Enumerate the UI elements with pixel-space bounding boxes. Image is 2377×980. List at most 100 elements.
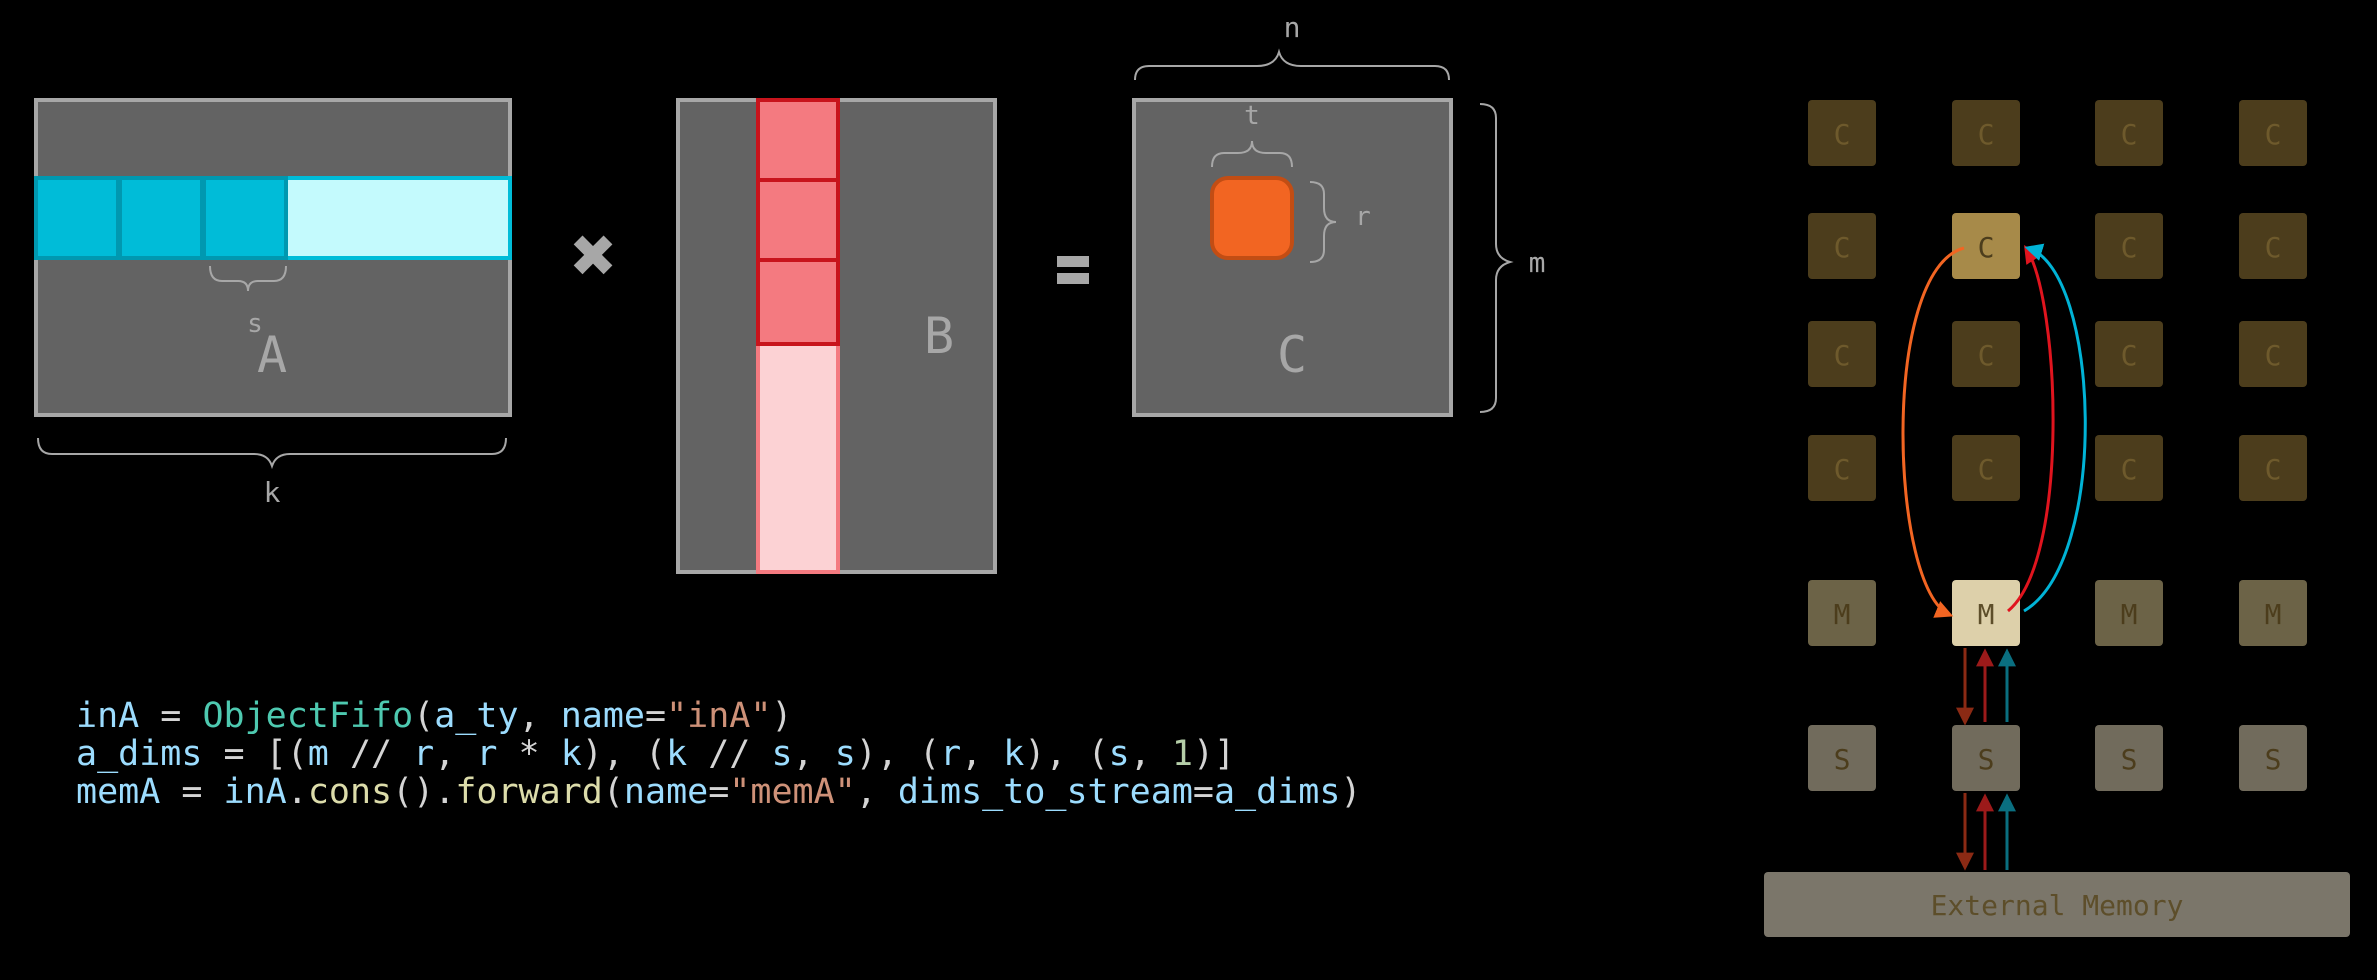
code-token: s — [1108, 734, 1130, 774]
code-token: * — [497, 734, 561, 774]
compute-tile-r3-c1: C — [1952, 435, 2020, 501]
compute-tile-label: C — [1978, 339, 1995, 372]
code-token: r — [476, 734, 498, 774]
mem-tile-label: M — [2265, 598, 2282, 631]
code-token: , — [1129, 734, 1172, 774]
compute-tile-label: C — [1834, 118, 1851, 151]
code-token: "memA" — [729, 772, 856, 812]
shim-tile-label: S — [1978, 743, 1995, 776]
code-token: dims_to_stream — [897, 772, 1193, 812]
compute-tile-r0-c0: C — [1808, 100, 1876, 166]
matrix-a-label: A — [257, 326, 287, 384]
code-line-3: memA = inA.cons().forward(name="memA", d… — [76, 773, 1362, 811]
shim-tile-box — [1808, 725, 1876, 791]
compute-tile-box — [2239, 100, 2307, 166]
compute-tile-label: C — [1834, 453, 1851, 486]
compute-tile-box — [1808, 435, 1876, 501]
code-token: ), ( — [1024, 734, 1109, 774]
tile-array: C C C C C C C C C C C C C C C C M M M M S S S S — [1808, 100, 2307, 791]
code-token: r — [940, 734, 962, 774]
code-token: , — [792, 734, 835, 774]
mem-tile-r4-c2: M — [2095, 580, 2163, 646]
mem-tile-label: M — [1978, 598, 1995, 631]
matrix-c-tile — [1210, 176, 1294, 260]
code-token: = — [644, 696, 667, 736]
compute-tile-box — [1952, 321, 2020, 387]
compute-tile-box — [2095, 100, 2163, 166]
matrix-a-tile-2 — [118, 176, 204, 260]
mem-tile-label: M — [2121, 598, 2138, 631]
shim-tile-box — [2095, 725, 2163, 791]
data-movement-arrows — [1901, 243, 2087, 871]
code-token: k — [666, 734, 688, 774]
shim-tile-r5-c1: S — [1952, 725, 2020, 791]
compute-tile-label: C — [2121, 339, 2138, 372]
code-token: name — [623, 772, 709, 812]
code-token: 1 — [1171, 734, 1193, 774]
code-token: ) — [1340, 772, 1362, 812]
code-token: a_dims — [76, 734, 203, 774]
compute-tile-r0-c1: C — [1952, 100, 2020, 166]
compute-tile-box — [1952, 100, 2020, 166]
matrix-a: s A k — [34, 98, 512, 509]
compute-tile-r1-c1: C — [1952, 213, 2020, 279]
matrix-c-n-label: n — [1284, 11, 1301, 44]
compute-tile-r2-c1: C — [1952, 321, 2020, 387]
code-token: ), ( — [855, 734, 941, 774]
code-token: , — [855, 772, 898, 812]
mem-tile-box — [1952, 580, 2020, 646]
code-line-1: inA = ObjectFifo(a_ty, name="inA") — [76, 697, 1362, 735]
code-token: = — [139, 696, 203, 736]
arrow-compute-to-memtile-orange — [1901, 246, 1965, 618]
code-token: inA — [223, 772, 287, 812]
mem-tile-box — [2239, 580, 2307, 646]
matrix-b-label: B — [924, 307, 954, 365]
matrix-c-body — [1132, 98, 1453, 417]
equals-operator — [1057, 256, 1089, 284]
shim-tile-r5-c3: S — [2239, 725, 2307, 791]
code-token: , — [961, 734, 1004, 774]
code-token: ( — [602, 772, 624, 812]
code-token: m — [307, 734, 329, 774]
shim-tile-label: S — [1834, 743, 1851, 776]
code-token: = [( — [202, 734, 308, 774]
compute-tile-r3-c0: C — [1808, 435, 1876, 501]
code-token: k — [560, 734, 582, 774]
matrix-c-m-brace — [1479, 103, 1514, 413]
compute-tile-r3-c3: C — [2239, 435, 2307, 501]
code-line-2: a_dims = [(m // r, r * k), (k // s, s), … — [76, 735, 1362, 773]
matrix-a-k-brace — [37, 437, 507, 470]
compute-tile-label: C — [1978, 453, 1995, 486]
matrix-b-tile-1 — [756, 98, 840, 182]
code-token: k — [1003, 734, 1025, 774]
shim-tile-r5-c2: S — [2095, 725, 2163, 791]
compute-tile-box — [2239, 321, 2307, 387]
matrix-c-label: C — [1277, 326, 1307, 384]
mem-tile-r4-c0: M — [1808, 580, 1876, 646]
compute-tile-r0-c3: C — [2239, 100, 2307, 166]
compute-tile-label: C — [1834, 231, 1851, 264]
code-token: r — [413, 734, 435, 774]
code-token: (). — [392, 772, 456, 812]
matrix-b: B — [676, 98, 997, 574]
matrix-c-r-label: r — [1355, 202, 1371, 232]
code-token: )] — [1192, 734, 1236, 774]
matrix-a-k-label: k — [264, 476, 281, 509]
matrix-a-tile-3 — [202, 176, 288, 260]
code-token: // — [687, 734, 772, 774]
compute-tile-r1-c2: C — [2095, 213, 2163, 279]
code-token: = — [708, 772, 730, 812]
matrix-a-s-label: s — [247, 309, 263, 339]
compute-tile-label: C — [2265, 231, 2282, 264]
compute-tile-label: C — [1834, 339, 1851, 372]
mem-tile-box — [1808, 580, 1876, 646]
compute-tile-label: C — [2121, 231, 2138, 264]
code-token: s — [834, 734, 856, 774]
compute-tile-label: C — [2121, 118, 2138, 151]
code-token: ), ( — [581, 734, 667, 774]
compute-tile-label: C — [2265, 118, 2282, 151]
compute-tile-box — [2095, 321, 2163, 387]
compute-tile-box — [1808, 100, 1876, 166]
compute-tile-r2-c0: C — [1808, 321, 1876, 387]
